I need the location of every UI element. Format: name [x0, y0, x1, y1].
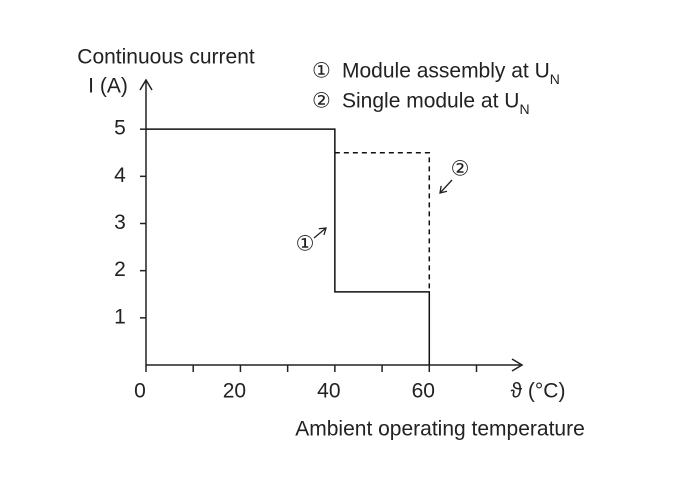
axes [139, 78, 524, 372]
y-tick-label: 3 [114, 211, 126, 234]
x-tick-label: 20 [223, 380, 246, 403]
y-tick-label: 4 [114, 164, 126, 187]
x-axis-unit: ϑ (°C) [511, 380, 566, 403]
x-tick-label: 60 [412, 380, 435, 403]
legend-label: Module assembly at UN [342, 60, 560, 87]
x-tick-label: 0 [134, 380, 146, 403]
series-annotation: ① [296, 233, 315, 256]
y-axis-label: I (A) [88, 75, 128, 98]
series-line [146, 128, 431, 365]
series-annotation: ② [451, 158, 470, 181]
series-line [334, 152, 431, 292]
legend-marker: ① [312, 60, 331, 83]
x-axis-label: Ambient operating temperature [295, 418, 585, 441]
legend-subscript: N [519, 101, 529, 117]
legend-marker: ② [312, 90, 331, 113]
y-tick-label: 2 [114, 258, 126, 281]
legend-label: Single module at UN [342, 90, 530, 117]
annotation-arrow [439, 179, 453, 194]
y-tick-label: 5 [114, 117, 126, 140]
annotation-arrowhead [318, 227, 327, 236]
legend-subscript: N [550, 71, 560, 87]
annotation-arrowhead [439, 185, 448, 194]
annotation-arrow [313, 227, 327, 239]
x-tick-label: 40 [317, 380, 340, 403]
y-axis-label: Continuous current [77, 46, 255, 69]
y-tick-label: 1 [114, 305, 126, 328]
